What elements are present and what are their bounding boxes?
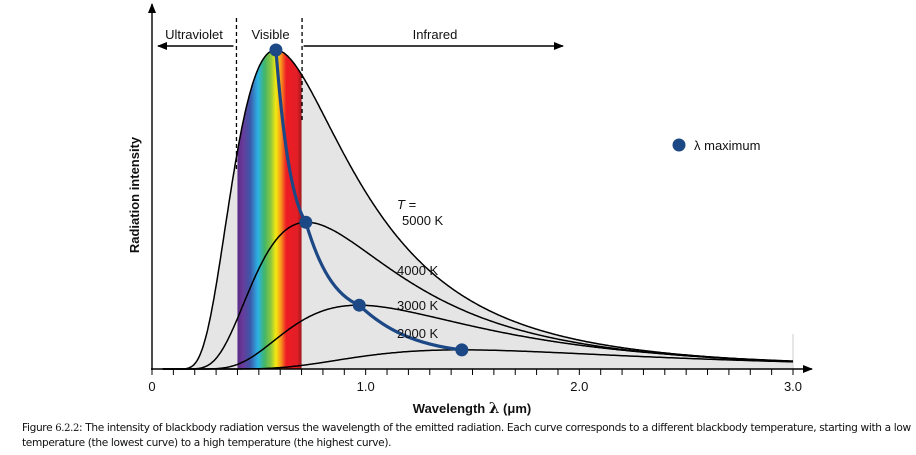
- x-axis-title: Wavelength λ (μm): [413, 399, 531, 417]
- curve-3000k: [162, 304, 793, 370]
- temperature-prefix-label: T =: [397, 197, 416, 212]
- area-fill-5000k: [162, 50, 793, 369]
- x-tick-label: 2.0: [570, 379, 588, 394]
- y-axis-title: Radiation intensity: [127, 136, 142, 253]
- caption-prefix: Figure: [22, 422, 56, 434]
- legend-lambda-max-label: λ maximum: [694, 138, 760, 153]
- blackbody-chart: Ultraviolet Visible Infrared T = 5000 K …: [127, 3, 813, 417]
- region-label-infrared: Infrared: [413, 27, 458, 42]
- lambda-max-point-2000k: [455, 343, 469, 357]
- figure-caption: Figure 6.2.2: The intensity of blackbody…: [22, 421, 912, 450]
- caption-text: : The intensity of blackbody radiation v…: [22, 422, 911, 449]
- x-axis-title-symbol: λ: [489, 399, 500, 417]
- caption-figure-number: 6.2.2: [55, 423, 79, 434]
- region-label-visible: Visible: [251, 27, 289, 42]
- lambda-max-point-5000k: [269, 43, 283, 57]
- series-label-3000k: 3000 K: [397, 298, 439, 313]
- x-tick-label: 1.0: [357, 379, 375, 394]
- x-axis-title-unit: (μm): [503, 401, 531, 416]
- series-label-4000k: 4000 K: [397, 263, 439, 278]
- series-label-2000k: 2000 K: [397, 326, 439, 341]
- x-tick-label: 3.0: [784, 379, 802, 394]
- legend-lambda-max-marker: [672, 138, 686, 152]
- x-axis-title-word: Wavelength: [413, 401, 486, 416]
- visible-spectrum-band: [237, 50, 302, 369]
- series-label-5000k: 5000 K: [402, 213, 444, 228]
- lambda-max-point-4000k: [299, 215, 313, 229]
- lambda-max-trend-line: [274, 48, 464, 352]
- lambda-max-point-3000k: [352, 298, 366, 312]
- region-label-ultraviolet: Ultraviolet: [165, 27, 223, 42]
- x-tick-label: 0: [148, 379, 155, 394]
